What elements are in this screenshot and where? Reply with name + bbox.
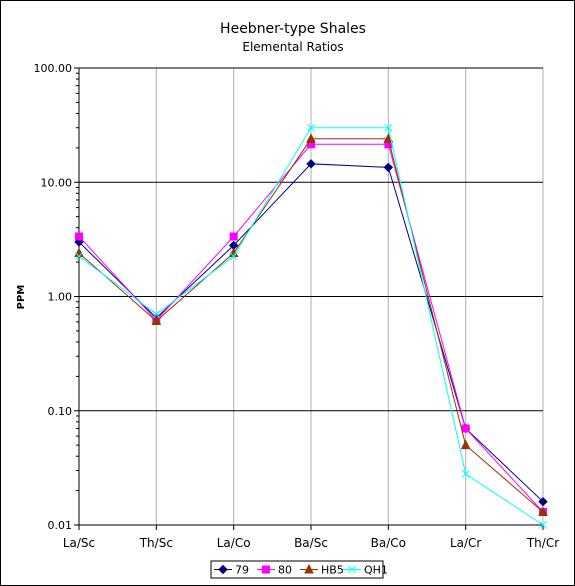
legend-item-QH1: QH1 [343,564,388,577]
point-marker [75,232,83,241]
x-category-label: La/Co [217,536,251,550]
legend-label: 79 [235,564,249,577]
x-category-label: La/Cr [450,536,481,550]
series-layer [74,123,548,529]
point-marker [75,252,83,261]
y-axis-label: PPM [16,285,27,310]
legend-label: QH1 [364,564,388,577]
point-marker [304,563,314,574]
x-category-label: Th/Sc [139,536,173,550]
point-marker [229,252,238,261]
point-marker [74,247,84,258]
grid [74,67,544,530]
point-marker [151,315,162,326]
y-tick-label: 0.10 [48,405,73,418]
point-marker [348,565,356,574]
point-marker [262,565,270,574]
point-marker [306,159,316,169]
chart-subtitle: Elemental Ratios [242,40,343,54]
legend-item-79: 79 [214,564,249,577]
point-marker [460,439,471,450]
y-tick-label: 100.00 [34,62,73,75]
legend-item-HB5: HB5 [300,564,344,577]
legend-box [210,560,384,579]
point-marker [306,133,316,143]
point-marker [218,564,228,575]
x-category-label: La/Sc [63,536,95,550]
point-marker [307,123,315,132]
x-category-label: Th/Cr [526,536,559,550]
y-tick-label: 1.00 [48,291,73,304]
legend: 79 80 HB5 QH1 [210,560,388,579]
point-marker [539,521,547,529]
point-marker [229,232,238,241]
point-marker [461,470,470,478]
x-category-label: Ba/Co [371,536,406,550]
point-marker [461,424,470,433]
point-marker [152,310,161,319]
chart-title: Heebner-type Shales [220,21,366,37]
point-marker [538,506,548,516]
x-category-label: Ba/Sc [294,536,328,550]
legend-item-80: 80 [257,564,292,577]
y-tick-label: 10.00 [41,176,73,189]
tick-labels: 0.01 0.10 1.00 10.00 100.00 La/Sc Th/Sc La/Co Ba… [34,62,560,550]
series-QH1 [75,123,547,529]
point-marker [384,123,393,132]
legend-label: 80 [278,564,292,577]
point-marker [538,496,548,507]
point-marker [383,162,394,173]
y-tick-label: 0.01 [48,519,73,532]
legend-label: HB5 [321,564,344,577]
